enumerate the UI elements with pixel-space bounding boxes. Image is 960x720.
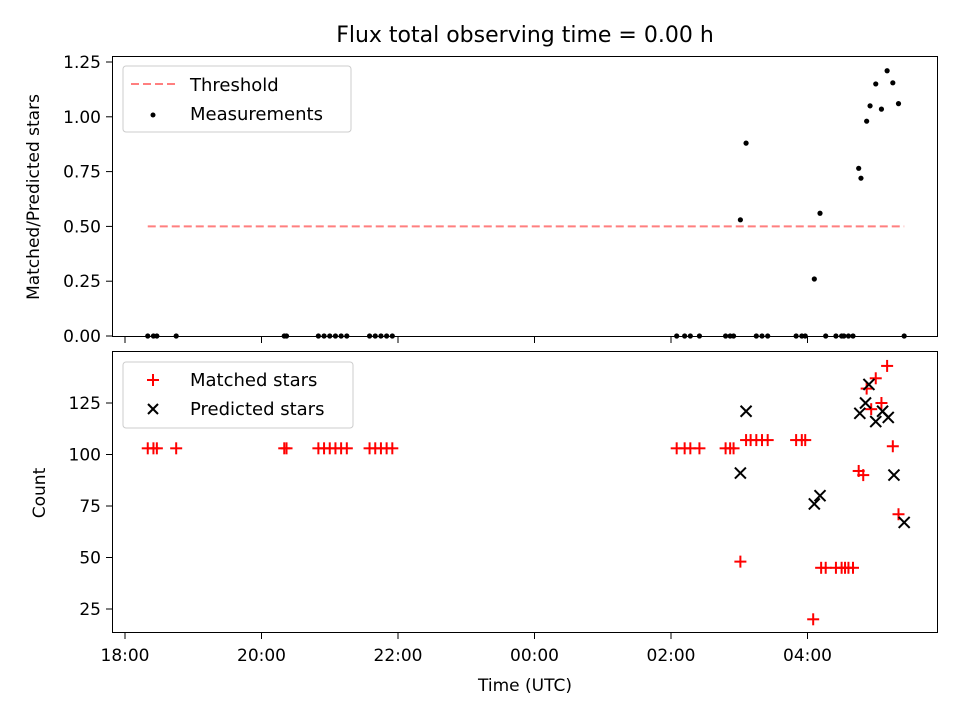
- bottom-plot-marks: [141, 359, 911, 626]
- predicted-point: [739, 405, 753, 418]
- top-panel: 0.00 0.25 0.50 0.75 1.00 1.25 Matched/Predict…: [24, 53, 938, 347]
- measurement-point: [811, 276, 817, 282]
- top-axes-frame: [112, 56, 938, 337]
- measurement-point: [864, 118, 870, 124]
- bottom-axes-frame: [112, 351, 938, 633]
- top-y-axis: 0.00 0.25 0.50 0.75 1.00 1.25: [63, 53, 112, 347]
- matched-point: [727, 442, 740, 455]
- bottom-legend-box: [122, 361, 354, 429]
- x-tick-label: 00:00: [510, 646, 559, 666]
- legend-predicted-swatch: [147, 403, 159, 415]
- measurement-point: [817, 210, 823, 216]
- top-legend: Threshold Measurements: [122, 65, 352, 133]
- top-y-tick-label: 0.50: [63, 217, 101, 237]
- predicted-point: [853, 407, 867, 420]
- matched-point: [886, 440, 899, 453]
- matched-point: [386, 442, 399, 455]
- measurement-point: [895, 101, 902, 107]
- legend-measurements-label: Measurements: [190, 104, 323, 125]
- bottom-y-tick-label: 75: [79, 497, 101, 517]
- matched-point: [881, 359, 894, 372]
- legend-predicted-label: Predicted stars: [190, 399, 324, 420]
- top-y-tick-label: 0.00: [63, 327, 101, 347]
- matched-point: [807, 613, 820, 626]
- x-axis-label: Time (UTC): [477, 676, 572, 696]
- matched-point: [150, 442, 163, 455]
- x-tick-label: 04:00: [783, 646, 832, 666]
- measurement-point: [737, 217, 743, 223]
- measurement-point: [858, 175, 864, 181]
- top-y-axis-label: Matched/Predicted stars: [24, 94, 44, 300]
- x-tick-label: 20:00: [237, 646, 286, 666]
- measurement-point: [890, 80, 896, 86]
- matched-point: [847, 561, 859, 574]
- bottom-y-tick-label: 100: [69, 446, 101, 466]
- matched-point: [819, 561, 832, 574]
- matched-point: [799, 434, 812, 447]
- x-tick-label: 18:00: [101, 646, 150, 666]
- top-y-tick-label: 1.25: [63, 53, 101, 73]
- top-y-tick-label: 1.00: [63, 108, 101, 128]
- predicted-point: [882, 411, 895, 424]
- predicted-point: [734, 466, 747, 480]
- matched-point: [865, 403, 878, 416]
- predicted-point: [862, 378, 876, 391]
- x-tick-label: 02:00: [647, 646, 696, 666]
- predicted-point: [869, 415, 882, 428]
- predicted-point: [887, 468, 901, 482]
- bottom-panel: 25 50 75 100 125 18:00 20:00 22:00 00:00 02:00 04…: [30, 351, 938, 696]
- matched-point: [734, 555, 747, 568]
- matched-point: [761, 434, 774, 447]
- matched-point: [280, 442, 293, 455]
- measurement-point: [743, 140, 749, 146]
- measurement-point: [856, 165, 862, 171]
- legend-matched-label: Matched stars: [190, 370, 317, 391]
- matched-point: [170, 442, 183, 455]
- matched-point: [860, 382, 873, 395]
- measurement-point: [878, 106, 885, 112]
- matched-point: [875, 397, 888, 409]
- matched-point: [892, 508, 905, 521]
- measurement-point: [873, 81, 879, 87]
- measurement-point: [867, 103, 873, 109]
- measurement-point: [884, 68, 890, 74]
- predicted-point: [813, 489, 827, 502]
- predicted-point: [859, 396, 872, 410]
- legend-measurement-swatch: [150, 112, 156, 118]
- x-tick-label: 22:00: [374, 646, 423, 666]
- bottom-y-axis-label: Count: [30, 467, 50, 518]
- bottom-y-axis: 25 50 75 100 125: [69, 394, 112, 620]
- top-legend-box: [122, 65, 352, 133]
- predicted-point: [808, 497, 821, 511]
- matched-point: [340, 442, 353, 455]
- bottom-y-tick-label: 125: [69, 394, 101, 414]
- top-y-tick-label: 0.25: [63, 272, 101, 292]
- bottom-y-tick-label: 50: [79, 549, 101, 569]
- top-y-tick-label: 0.75: [63, 163, 101, 183]
- figure-title: Flux total observing time = 0.00 h: [336, 23, 714, 48]
- matched-point: [693, 442, 706, 455]
- bottom-x-axis: 18:00 20:00 22:00 00:00 02:00 04:00: [101, 633, 832, 666]
- predicted-point: [897, 516, 911, 529]
- matched-point: [857, 469, 870, 482]
- bottom-y-tick-label: 25: [79, 600, 101, 620]
- matched-point: [869, 372, 882, 385]
- bottom-legend: Matched stars Predicted stars: [122, 361, 354, 429]
- top-x-ticks: [124, 337, 808, 343]
- legend-threshold-label: Threshold: [189, 75, 279, 96]
- legend-matched-swatch: [147, 374, 159, 386]
